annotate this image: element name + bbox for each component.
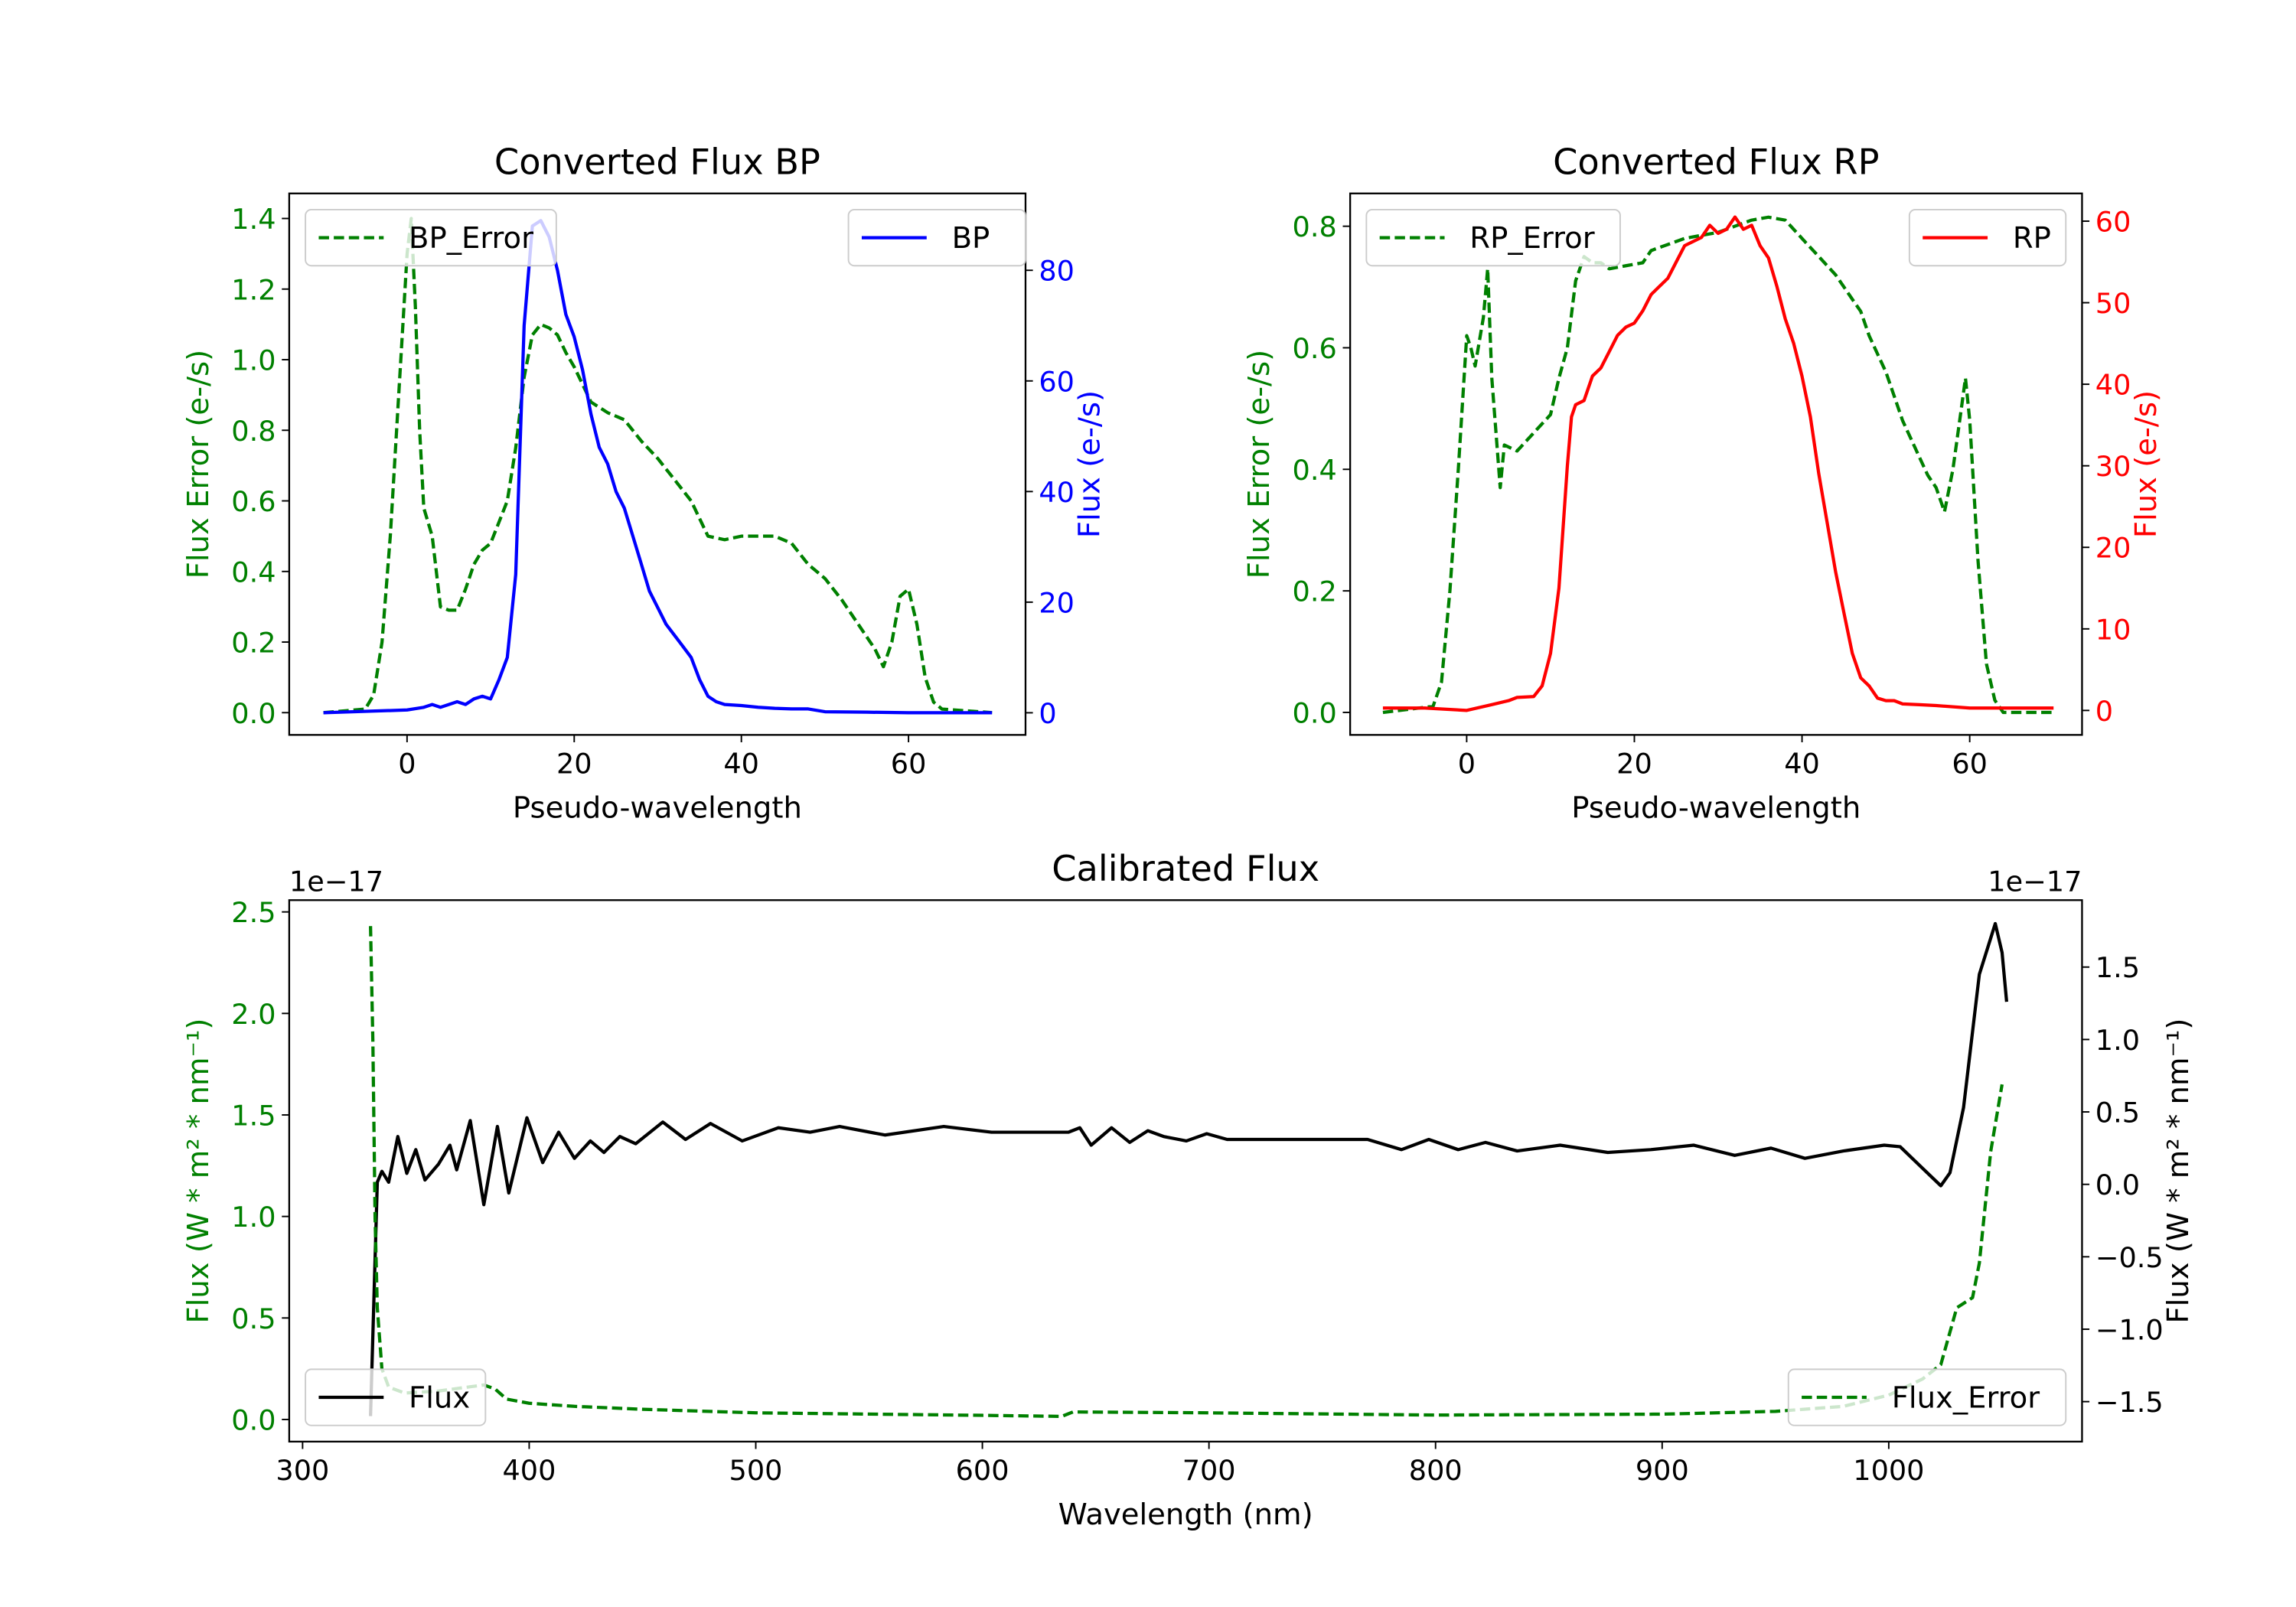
left-y-tick-label: 0.2 — [231, 627, 276, 660]
x-tick-label: 20 — [1616, 747, 1652, 780]
left-y-axis-label: Flux (W * m² * nm⁻¹) — [181, 1019, 216, 1324]
x-tick-label: 20 — [556, 747, 592, 780]
right-y-tick-label: 40 — [2095, 369, 2131, 402]
legend-rp: RP — [1908, 209, 2067, 267]
chart-title: Converted Flux RP — [1553, 142, 1879, 183]
right-y-axis-label: Flux (e-/s) — [1072, 390, 1107, 538]
left-y-tick-label: 0.4 — [231, 556, 276, 588]
right-y-tick-label: 1.0 — [2095, 1024, 2140, 1057]
right-y-tick-label: 0.5 — [2095, 1097, 2140, 1129]
left-y-tick-label: 0.4 — [1293, 454, 1337, 487]
right-y-tick-label: −0.5 — [2095, 1241, 2164, 1274]
left-y-tick-label: 2.5 — [231, 896, 276, 929]
legend-box — [1365, 209, 1621, 267]
series-line-flux-error — [369, 926, 2004, 1419]
x-tick-label: 300 — [276, 1454, 329, 1487]
x-tick-label: 900 — [1636, 1454, 1689, 1487]
legend-label: BP_Error — [409, 221, 533, 256]
right-y-tick-label: −1.0 — [2095, 1313, 2164, 1346]
legend-box — [1787, 1368, 2067, 1426]
right-y-tick-label: 0.0 — [2095, 1169, 2140, 1201]
left-y-tick-label: 1.2 — [231, 273, 276, 306]
right-y-tick-label: 60 — [1039, 365, 1075, 398]
x-tick-label: 700 — [1182, 1454, 1236, 1487]
chart-title: Converted Flux BP — [494, 142, 820, 183]
right-y-tick-label: 20 — [2095, 532, 2131, 565]
right-y-axis-label: Flux (e-/s) — [2129, 390, 2164, 538]
x-tick-label: 40 — [1784, 747, 1820, 780]
legend-box — [847, 209, 1026, 267]
legend-label: Flux_Error — [1892, 1381, 2040, 1416]
left-y-tick-label: 2.0 — [231, 998, 276, 1031]
legend-box — [305, 1368, 487, 1426]
legend-box — [305, 209, 557, 267]
x-tick-label: 40 — [723, 747, 759, 780]
x-axis-label: Pseudo-wavelength — [513, 790, 802, 825]
left-offset-text: 1e−17 — [289, 865, 383, 898]
x-tick-label: 800 — [1409, 1454, 1463, 1487]
legend-flux: Flux — [305, 1368, 487, 1426]
axes-frame — [1349, 192, 2083, 736]
subplot-calibrated-flux: 300 400 500 600 700 800 900 1000 Wavelength (nm)… — [181, 848, 2196, 1532]
series-line-rp — [1382, 215, 2054, 712]
left-y-tick-label: 0.0 — [231, 697, 276, 730]
right-y-tick-label: 40 — [1039, 476, 1075, 509]
axes-frame — [288, 899, 2083, 1443]
legend-bp: BP — [847, 209, 1026, 267]
right-y-tick-label: 0 — [1039, 697, 1056, 730]
right-y-tick-label: 0 — [2095, 695, 2113, 728]
x-tick-label: 60 — [1952, 747, 1988, 780]
left-y-tick-label: 0.0 — [1293, 696, 1337, 729]
x-tick-label: 0 — [398, 747, 416, 780]
series-line-flux — [369, 921, 2009, 1416]
right-y-tick-label: 80 — [1039, 255, 1075, 288]
series-line-bp-error — [323, 217, 993, 715]
left-y-tick-label: 1.5 — [231, 1099, 276, 1132]
left-y-tick-label: 0.6 — [1293, 332, 1337, 365]
subplot-converted-flux-rp: 0 20 40 60 Pseudo-wavelength Converted Flux R… — [1242, 142, 2164, 826]
legend-label: RP — [2013, 221, 2051, 256]
legend-label: Flux — [409, 1381, 470, 1416]
legend-flux-error: Flux_Error — [1787, 1368, 2067, 1426]
left-y-tick-label: 1.0 — [231, 344, 276, 377]
right-y-tick-label: 20 — [1039, 586, 1075, 619]
right-y-axis-label: Flux (W * m² * nm⁻¹) — [2161, 1019, 2196, 1324]
left-y-tick-label: 0.5 — [231, 1302, 276, 1335]
x-tick-label: 60 — [891, 747, 927, 780]
axes-frame — [288, 192, 1027, 736]
x-tick-label: 0 — [1458, 747, 1476, 780]
right-y-tick-label: 30 — [2095, 450, 2131, 483]
series-line-bp — [323, 219, 993, 715]
legend-label: BP — [952, 221, 990, 256]
right-y-tick-label: −1.5 — [2095, 1386, 2164, 1419]
subplot-converted-flux-bp: 0 20 40 60 Pseudo-wavelength Converted Flux B… — [181, 142, 1107, 826]
left-y-axis-label: Flux Error (e-/s) — [181, 350, 216, 579]
left-y-tick-label: 1.0 — [231, 1201, 276, 1234]
right-y-tick-label: 10 — [2095, 613, 2131, 646]
x-tick-label: 1000 — [1853, 1454, 1924, 1487]
left-y-tick-label: 0.8 — [231, 415, 276, 448]
left-y-tick-label: 0.8 — [1293, 210, 1337, 243]
left-y-tick-label: 0.2 — [1293, 575, 1337, 608]
left-y-tick-label: 0.0 — [231, 1403, 276, 1436]
right-y-tick-label: 1.5 — [2095, 951, 2140, 984]
right-offset-text: 1e−17 — [1988, 865, 2082, 898]
x-tick-label: 600 — [956, 1454, 1009, 1487]
left-y-axis-label: Flux Error (e-/s) — [1242, 350, 1277, 579]
chart-title: Calibrated Flux — [1052, 848, 1319, 889]
legend-rp-error: RP_Error — [1365, 209, 1621, 267]
x-axis-label: Pseudo-wavelength — [1571, 790, 1861, 825]
x-tick-label: 500 — [729, 1454, 783, 1487]
left-y-tick-label: 0.6 — [231, 485, 276, 518]
right-y-tick-label: 60 — [2095, 205, 2131, 238]
left-y-tick-label: 1.4 — [231, 203, 276, 236]
legend-label: RP_Error — [1469, 221, 1594, 256]
right-y-tick-label: 50 — [2095, 287, 2131, 320]
legend-bp-error: BP_Error — [305, 209, 557, 267]
x-axis-label: Wavelength (nm) — [1058, 1498, 1313, 1532]
x-tick-label: 400 — [502, 1454, 556, 1487]
